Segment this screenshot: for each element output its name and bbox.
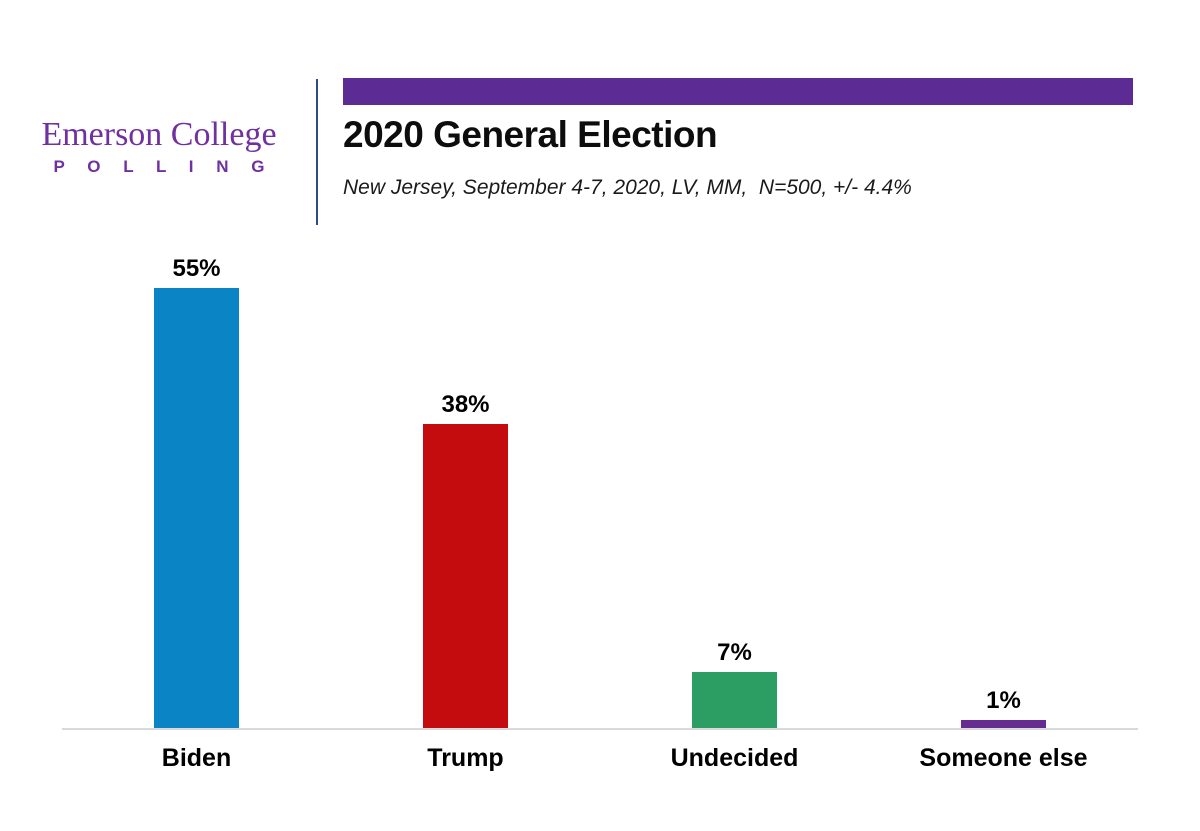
bar-trump bbox=[423, 424, 508, 728]
value-label-biden: 55% bbox=[172, 255, 221, 282]
bar-group-someone-else: 1% bbox=[869, 228, 1138, 728]
value-label-undecided: 7% bbox=[717, 639, 752, 666]
bar-group-biden: 55% bbox=[62, 228, 331, 728]
page-subtitle: New Jersey, September 4-7, 2020, LV, MM,… bbox=[343, 176, 912, 199]
category-label-someone-else: Someone else bbox=[919, 744, 1088, 772]
value-label-trump: 38% bbox=[441, 391, 490, 418]
header-accent-bar bbox=[343, 78, 1133, 105]
bar-biden bbox=[154, 288, 239, 728]
category-label-biden: Biden bbox=[161, 744, 232, 772]
bar-someone-else bbox=[961, 720, 1046, 728]
header-divider-line bbox=[316, 79, 318, 225]
bar-group-undecided: 7% bbox=[600, 228, 869, 728]
page-title: 2020 General Election bbox=[343, 114, 718, 155]
logo-wordmark: Emerson College bbox=[41, 116, 277, 153]
category-label-row: Biden Trump Undecided Someone else bbox=[62, 744, 1138, 773]
bar-undecided bbox=[692, 672, 777, 728]
value-label-someone-else: 1% bbox=[986, 687, 1021, 714]
category-label-undecided: Undecided bbox=[670, 744, 799, 772]
emerson-college-logo: Emerson College P O L L I N G bbox=[18, 116, 300, 177]
logo-polling-label: P O L L I N G bbox=[53, 157, 274, 177]
category-label-trump: Trump bbox=[427, 744, 504, 772]
bar-group-trump: 38% bbox=[331, 228, 600, 728]
bar-chart-plot-area: 55% 38% 7% 1% bbox=[62, 228, 1138, 730]
